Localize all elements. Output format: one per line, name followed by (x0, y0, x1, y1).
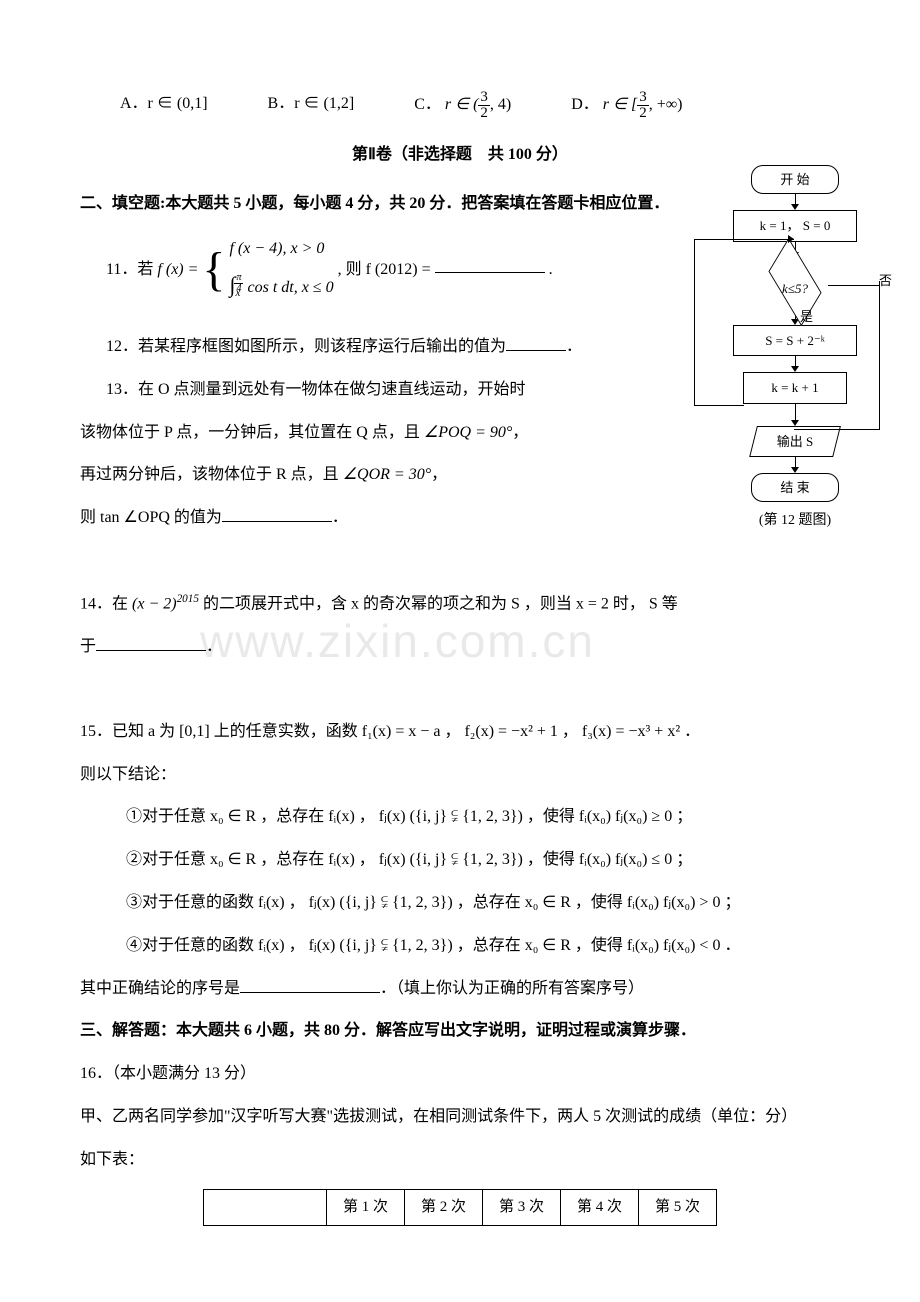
option-d-prefix: D． (571, 96, 599, 113)
table-cell: 第 5 次 (639, 1189, 717, 1225)
q15-tail-b: ．（填上你认为正确的所有答案序号） (380, 980, 644, 997)
q15-s1: ①对于任意 x₀ ∈ R ，总存在 fᵢ(x) ， fⱼ(x) ({i, j} … (126, 803, 840, 832)
q11-tail: , 则 f (2012) = (338, 260, 431, 277)
frac-den-d: 2 (637, 106, 649, 121)
q15-s4: ④对于任意的函数 fᵢ(x) ， fⱼ(x) ({i, j} ⫋ {1, 2, … (126, 932, 840, 961)
q16-body1: 甲、乙两名同学参加"汉字听写大赛"选拔测试，在相同测试条件下，两人 5 次测试的… (80, 1103, 840, 1132)
option-d-frac: 32 (637, 90, 649, 121)
frac-den: 2 (478, 106, 490, 121)
q14-l1a: 14．在 (80, 595, 132, 612)
table-cell: 第 2 次 (404, 1189, 482, 1225)
score-table: 第 1 次 第 2 次 第 3 次 第 4 次 第 5 次 (203, 1189, 717, 1226)
option-c-set: r ∈ ( (445, 96, 479, 113)
frac-num-d: 3 (637, 90, 649, 106)
q13-l3b: ∠QOR = 30° (343, 466, 431, 483)
q13-l4: 则 tan ∠OPQ 的值为 ． (80, 504, 840, 533)
table-cell: 第 4 次 (561, 1189, 639, 1225)
q16-body2: 如下表： (80, 1146, 840, 1175)
fc-no-label: 否 (879, 269, 892, 292)
q13-l2a: 该物体位于 P 点，一分钟后，其位置在 Q 点，且 (80, 424, 424, 441)
q14-l2: 于． (80, 633, 840, 662)
option-a: A．r ∈ (0,1] (120, 90, 208, 121)
q14-l2end: ． (206, 638, 222, 655)
q13-l1: 13．在 O 点测量到远处有一物体在做匀速直线运动，开始时 (106, 376, 840, 405)
q15-s2: ②对于任意 x₀ ∈ R ，总存在 fᵢ(x) ， fⱼ(x) ({i, j} … (126, 846, 840, 875)
answer-heading: 三、解答题：本大题共 6 小题，共 80 分．解答应写出文字说明，证明过程或演算… (80, 1017, 840, 1046)
option-a-text: A．r ∈ (0,1] (120, 95, 208, 112)
q13-l2c: ， (512, 424, 528, 441)
q13-l3: 再过两分钟后，该物体位于 R 点，且 ∠QOR = 30°， (80, 461, 840, 490)
q15-tail-a: 其中正确结论的序号是 (80, 980, 240, 997)
q13-l3a: 再过两分钟后，该物体位于 R 点，且 (80, 466, 343, 483)
q11-blank (435, 256, 545, 273)
q13-l3c: ， (431, 466, 447, 483)
q11-case2-body: cos t dt, x ≤ 0 (247, 279, 333, 296)
q11-piecewise: { f (x − 4), x > 0 ∫xπ4 cos t dt, x ≤ 0 (202, 233, 333, 307)
q13-l2b: ∠POQ = 90° (424, 424, 512, 441)
q15-l1: 15．已知 a 为 [0,1] 上的任意实数，函数 f₁(x) = x − a … (80, 718, 840, 747)
q12: 12．若某程序框图如图所示，则该程序运行后输出的值为 ． (106, 333, 840, 362)
table-cell: 第 3 次 (482, 1189, 560, 1225)
option-b-text: B．r ∈ (1,2] (268, 95, 355, 112)
q14-l2a: 于 (80, 638, 96, 655)
q11-fx: f (x) = (157, 260, 198, 277)
section-2-title: 第Ⅱ卷（非选择题 共 100 分） (80, 141, 840, 170)
q15-tail: 其中正确结论的序号是 ．（填上你认为正确的所有答案序号） (80, 975, 840, 1004)
int-upper: π4 (234, 277, 243, 289)
q11-period: . (549, 260, 553, 277)
q14-exp: 2015 (177, 593, 199, 605)
q11-case1: f (x − 4), x > 0 (229, 235, 333, 264)
table-row: 第 1 次 第 2 次 第 3 次 第 4 次 第 5 次 (203, 1189, 716, 1225)
option-d: D． r ∈ [32, +∞) (571, 90, 682, 121)
table-cell: 第 1 次 (326, 1189, 404, 1225)
fc-line (879, 281, 880, 429)
q13-l2: 该物体位于 P 点，一分钟后，其位置在 Q 点，且 ∠POQ = 90°， (80, 419, 840, 448)
option-c-frac: 32 (478, 90, 490, 121)
q16-head: 16．（本小题满分 13 分） (80, 1060, 840, 1089)
fill-heading: 二、填空题:本大题共 5 小题，每小题 4 分，共 20 分．把答案填在答题卡相… (80, 190, 840, 219)
q13-l4b: ． (332, 509, 348, 526)
frac-num: 3 (478, 90, 490, 106)
q14-l1c: 的二项展开式中，含 x 的奇次幂的项之和为 S ，则当 x = 2 时， S 等 (199, 595, 678, 612)
option-b: B．r ∈ (1,2] (268, 90, 355, 121)
table-cell (203, 1189, 326, 1225)
q-options-row: A．r ∈ (0,1] B．r ∈ (1,2] C． r ∈ (32, 4) D… (120, 90, 840, 121)
q12-tail: ． (566, 338, 582, 355)
option-c-close: , 4) (490, 96, 511, 113)
q14-blank (96, 634, 206, 651)
q11-cases: f (x − 4), x > 0 ∫xπ4 cos t dt, x ≤ 0 (229, 233, 333, 307)
q13-blank (222, 505, 332, 522)
q12-blank (506, 334, 566, 351)
q14-l1b: (x − 2) (132, 595, 177, 612)
q11-prefix: 11．若 (106, 260, 153, 277)
q15-blank (240, 976, 380, 993)
option-c: C． r ∈ (32, 4) (414, 90, 511, 121)
q11: 11．若 f (x) = { f (x − 4), x > 0 ∫xπ4 cos… (106, 233, 840, 307)
brace-icon: { (202, 251, 225, 289)
q12-text: 12．若某程序框图如图所示，则该程序运行后输出的值为 (106, 338, 506, 355)
q14-l1: 14．在 (x − 2)2015 的二项展开式中，含 x 的奇次幂的项之和为 S… (80, 589, 840, 619)
option-d-close: , +∞) (649, 96, 683, 113)
q13-l4a: 则 tan ∠OPQ 的值为 (80, 509, 222, 526)
option-c-prefix: C． (414, 96, 441, 113)
option-d-set: r ∈ [ (603, 96, 637, 113)
q15-l2: 则以下结论： (80, 761, 840, 790)
q11-case2: ∫xπ4 cos t dt, x ≤ 0 (229, 265, 333, 305)
q15-s3: ③对于任意的函数 fᵢ(x) ， fⱼ(x) ({i, j} ⫋ {1, 2, … (126, 889, 840, 918)
